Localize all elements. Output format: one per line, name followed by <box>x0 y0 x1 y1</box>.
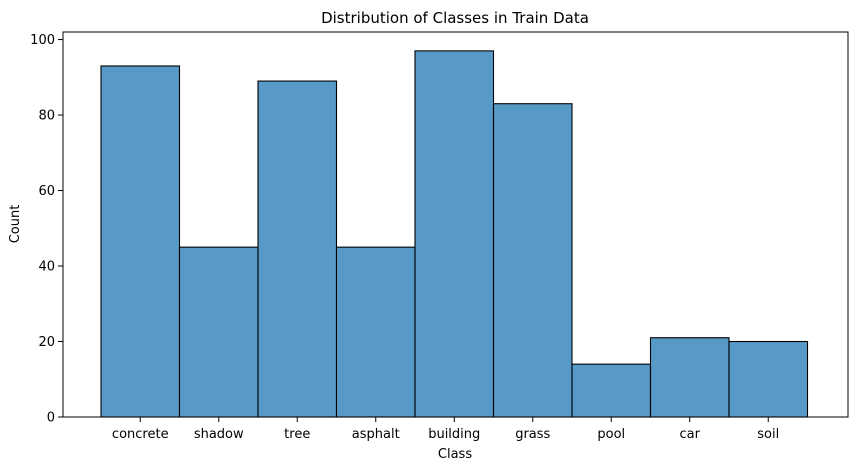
bar-tree <box>257 80 338 418</box>
x-axis-label: Class <box>438 447 472 462</box>
bar-pool <box>571 363 652 418</box>
x-tick-label-asphalt: asphalt <box>352 427 400 442</box>
y-axis-label: Count <box>8 205 23 244</box>
bar-building <box>414 50 495 418</box>
y-tick-label: 80 <box>38 109 55 124</box>
x-tick-label-car: car <box>680 427 701 442</box>
x-tick-label-tree: tree <box>284 427 310 442</box>
bars-group <box>100 50 809 418</box>
y-tick-label: 60 <box>38 184 55 199</box>
plot-area-frame <box>62 31 849 418</box>
y-tick-label: 20 <box>38 335 55 350</box>
x-tick-label-soil: soil <box>757 427 779 442</box>
x-tick-label-shadow: shadow <box>194 427 244 442</box>
bar-asphalt <box>335 246 416 418</box>
bar-shadow <box>178 246 259 418</box>
chart-title: Distribution of Classes in Train Data <box>321 9 589 27</box>
y-axis-ticks: 0 20 40 60 80 100 <box>30 33 63 426</box>
x-axis-ticks: concrete shadow tree asphalt building grass po… <box>112 417 779 442</box>
bar-grass <box>492 103 573 418</box>
x-tick-label-concrete: concrete <box>112 427 169 442</box>
y-tick-label: 0 <box>47 411 55 426</box>
y-tick-label: 40 <box>38 260 55 275</box>
x-tick-label-building: building <box>428 427 480 442</box>
x-tick-label-grass: grass <box>515 427 550 442</box>
bar-soil <box>728 340 809 418</box>
bar-concrete <box>100 65 181 418</box>
y-tick-label: 100 <box>30 33 55 48</box>
x-tick-label-pool: pool <box>597 427 625 442</box>
bar-car <box>649 337 730 418</box>
